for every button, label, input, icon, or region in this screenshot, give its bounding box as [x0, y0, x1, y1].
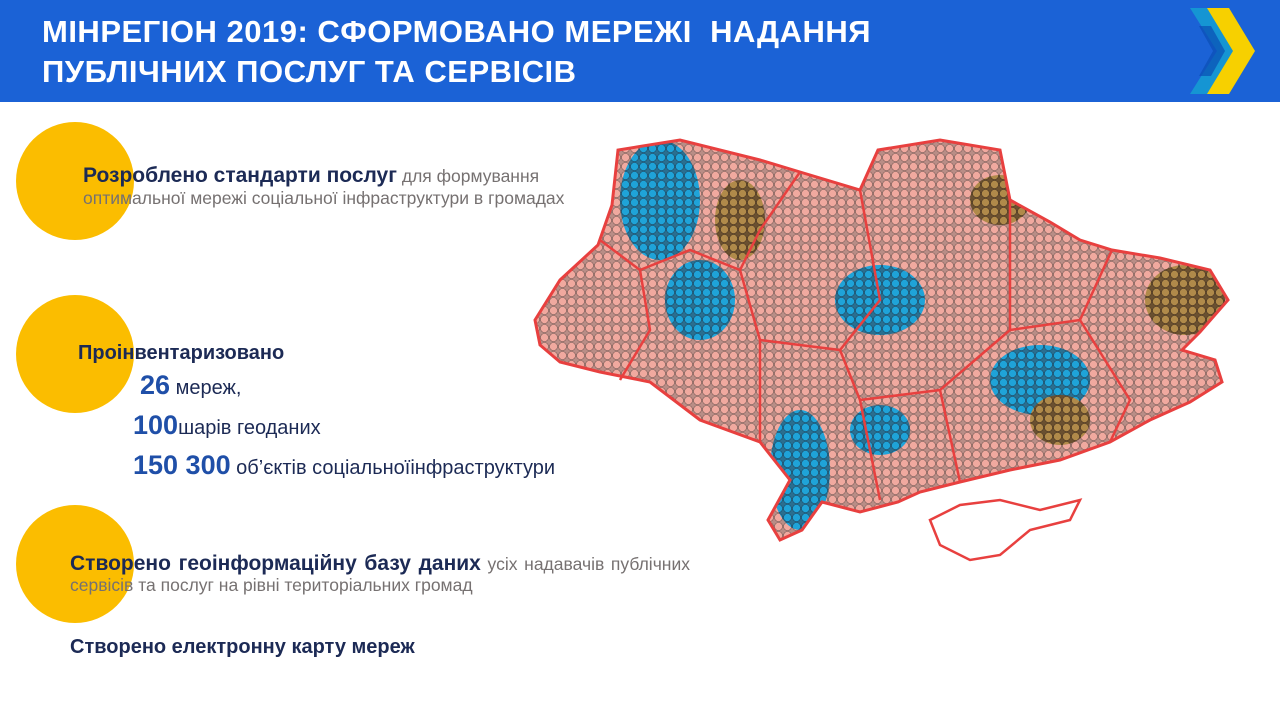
logo: [1190, 8, 1255, 94]
bullet-circle: [16, 295, 134, 413]
number: 26: [140, 370, 171, 400]
number: 100: [133, 410, 179, 440]
text: для формування оптимальної мережі соціал…: [83, 166, 565, 208]
map-fill: [535, 140, 1228, 540]
bullet-circle: [16, 122, 134, 240]
text: об’єктів соціальноїінфраструктури: [236, 457, 556, 479]
block-1: Розроблено стандарти послуг для формуван…: [83, 165, 583, 209]
block-3: Створено геоінформаційну базу даних усіх…: [70, 553, 690, 596]
text: усіх надавачів публічних сервісів та пос…: [70, 554, 690, 595]
title-line: МІНРЕГІОН 2019: СФОРМОВАНО МЕРЕЖІ НАДАНН…: [42, 14, 872, 49]
region-borders: [599, 171, 1132, 501]
heading: Проінвентаризовано: [78, 342, 285, 364]
header: МІНРЕГІОН 2019: СФОРМОВАНО МЕРЕЖІ НАДАНН…: [0, 0, 1280, 102]
text: мереж,: [175, 377, 242, 399]
item: 26 мереж,: [140, 370, 241, 401]
crimea: [928, 498, 1083, 562]
item: 100шарів геоданих: [133, 410, 321, 441]
bullet-circle: [16, 505, 134, 623]
bold-text: Створено електронну карту мереж: [70, 636, 415, 658]
item: 150 300 об’єктів соціальноїінфраструктур…: [133, 450, 555, 481]
number: 150 300: [133, 450, 231, 480]
bold-text: Створено геоінформаційну базу даних: [70, 552, 481, 575]
text: шарів геоданих: [178, 417, 321, 439]
title-line: ПУБЛІЧНИХ ПОСЛУГ ТА СЕРВІСІВ: [42, 54, 577, 89]
bold-text: Розроблено стандарти послуг: [83, 164, 397, 187]
